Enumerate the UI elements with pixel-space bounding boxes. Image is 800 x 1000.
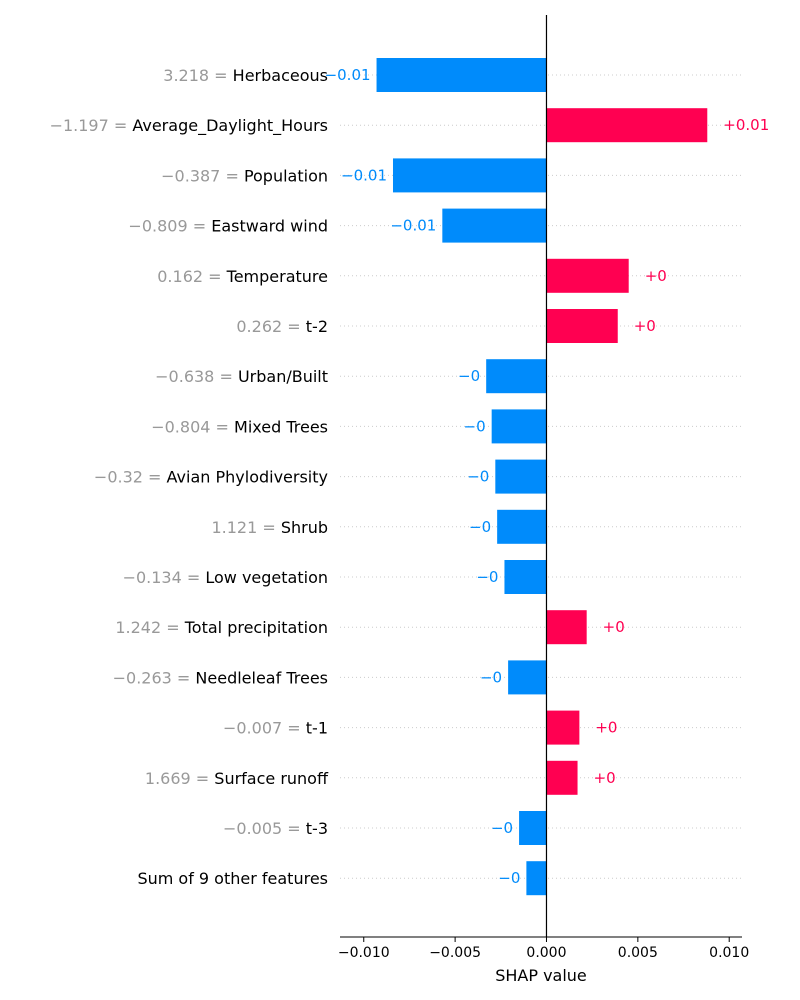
bar-value-label: −0 (498, 869, 520, 887)
feature-label: 1.242 = Total precipitation (115, 618, 328, 637)
feature-name: Population (244, 166, 328, 185)
bar (504, 560, 547, 594)
bar (392, 158, 547, 193)
bar (546, 610, 587, 645)
feature-value: −0.804 = (151, 417, 234, 436)
feature-label: 1.121 = Shrub (211, 518, 328, 537)
bar-value-label: −0 (491, 819, 513, 837)
bar (495, 459, 547, 494)
feature-name: Mixed Trees (234, 417, 328, 436)
bar-value-label: +0 (594, 769, 616, 787)
feature-label: −1.197 = Average_Daylight_Hours (50, 116, 328, 136)
bar (526, 861, 547, 896)
feature-value: 0.162 = (157, 267, 226, 286)
feature-label: −0.32 = Avian Phylodiversity (94, 468, 328, 487)
bar-value-label: +0 (634, 317, 656, 335)
bar (508, 660, 547, 695)
bar (376, 58, 547, 92)
bar-value-label: −0.01 (390, 217, 436, 235)
feature-name: t-3 (306, 819, 328, 838)
feature-label: −0.638 = Urban/Built (155, 367, 328, 386)
feature-name: Sum of 9 other features (137, 869, 328, 888)
feature-label: −0.005 = t-3 (223, 819, 328, 838)
feature-name: Average_Daylight_Hours (132, 116, 328, 136)
x-tick-label: 0.005 (618, 945, 658, 961)
feature-name: Avian Phylodiversity (167, 468, 328, 487)
feature-value: 1.669 = (145, 769, 214, 788)
feature-name: Urban/Built (238, 367, 328, 386)
feature-label: 1.669 = Surface runoff (145, 769, 329, 788)
feature-value: 1.242 = (115, 618, 184, 637)
feature-label: −0.804 = Mixed Trees (151, 417, 328, 436)
feature-label: −0.387 = Population (161, 166, 328, 185)
bar-value-label: +0 (595, 719, 617, 737)
bar (519, 811, 547, 845)
feature-label: −0.134 = Low vegetation (123, 568, 328, 587)
bar (546, 108, 708, 143)
feature-value: −0.387 = (161, 166, 244, 185)
x-tick-label: 0.000 (526, 945, 566, 961)
bar-value-label: −0 (480, 668, 502, 686)
bars (376, 58, 708, 896)
feature-labels: 3.218 = Herbaceous −1.197 = Average_Dayli… (50, 66, 329, 888)
bar (546, 258, 629, 293)
feature-name: t-2 (306, 317, 328, 336)
feature-name: Temperature (226, 267, 328, 286)
feature-value: −0.638 = (155, 367, 238, 386)
feature-name: t-1 (306, 719, 328, 738)
bar-value-label: +0 (645, 267, 667, 285)
feature-name: Low vegetation (205, 568, 328, 587)
feature-label: 0.262 = t-2 (236, 317, 328, 336)
bar-value-label: −0.01 (325, 66, 371, 84)
bar-value-label: −0 (458, 367, 480, 385)
feature-label: −0.263 = Needleleaf Trees (113, 668, 328, 687)
feature-value: −0.263 = (113, 668, 196, 687)
x-axis-title: SHAP value (495, 966, 587, 985)
feature-value: −0.005 = (223, 819, 306, 838)
feature-name: Eastward wind (211, 217, 328, 236)
bar-value-label: −0 (467, 468, 489, 486)
bar-value-labels: −0.01 +0.01 −0.01 −0.01 +0 +0 −0 −0 −0 −0 −0 +0 −0 +0… (325, 66, 770, 887)
feature-label: −0.007 = t-1 (223, 719, 328, 738)
bar-value-label: −0 (469, 518, 491, 536)
feature-name: Surface runoff (214, 769, 329, 788)
bar-value-label: −0 (476, 568, 498, 586)
feature-value: 1.121 = (211, 518, 280, 537)
bar (486, 359, 547, 394)
x-tick-label: −0.005 (429, 945, 481, 961)
bar (546, 309, 618, 343)
feature-label: −0.809 = Eastward wind (128, 217, 328, 236)
feature-value: −0.134 = (123, 568, 206, 587)
bar (497, 509, 547, 544)
feature-value: 3.218 = (163, 66, 232, 85)
feature-value: −0.007 = (223, 719, 306, 738)
x-tick-label: 0.010 (709, 945, 749, 961)
feature-value: 0.262 = (236, 317, 305, 336)
feature-value: −0.809 = (128, 217, 211, 236)
bar-value-label: +0 (603, 618, 625, 636)
feature-name: Total precipitation (184, 618, 328, 637)
feature-value: −1.197 = (50, 116, 133, 135)
feature-label: 0.162 = Temperature (157, 267, 328, 286)
feature-name: Herbaceous (233, 66, 328, 85)
bar-value-label: −0.01 (341, 166, 387, 184)
bar (491, 409, 547, 444)
feature-value: −0.32 = (94, 468, 167, 487)
bar-value-label: +0.01 (723, 116, 769, 134)
feature-label: 3.218 = Herbaceous (163, 66, 328, 85)
x-tick-label: −0.010 (338, 945, 390, 961)
bar (546, 710, 580, 745)
bar-value-label: −0 (464, 417, 486, 435)
x-axis: −0.010 −0.005 0.000 0.005 0.010 (338, 936, 749, 961)
feature-name: Needleleaf Trees (195, 668, 328, 687)
feature-name: Shrub (281, 518, 328, 537)
bar (546, 760, 578, 795)
feature-label: Sum of 9 other features (137, 869, 328, 888)
bar (442, 208, 547, 243)
